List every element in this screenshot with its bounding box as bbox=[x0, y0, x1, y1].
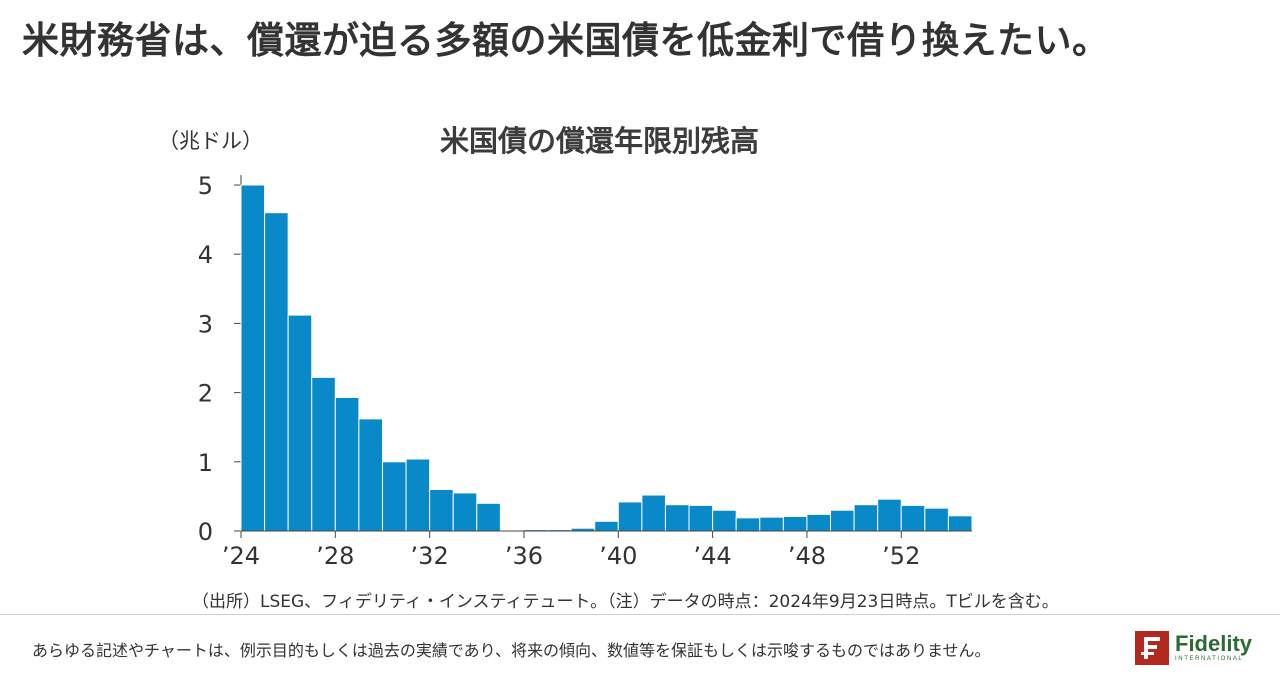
bar bbox=[334, 396, 360, 532]
y-tick-label: 0 bbox=[198, 518, 213, 546]
y-tick-label: 5 bbox=[198, 172, 213, 200]
y-axis-unit-label: （兆ドル） bbox=[158, 129, 263, 153]
x-tick-label: ’28 bbox=[316, 542, 354, 570]
headline: 米財務省は、償還が迫る多額の米国債を低金利で借り換えたい。 bbox=[22, 19, 1110, 62]
bar bbox=[782, 515, 808, 532]
bar bbox=[594, 520, 619, 532]
footer-divider bbox=[0, 614, 1280, 615]
bar bbox=[947, 515, 973, 532]
y-tick-label: 1 bbox=[198, 449, 213, 477]
bar bbox=[712, 509, 737, 532]
bar bbox=[641, 494, 666, 532]
x-tick-label: ’36 bbox=[505, 542, 543, 570]
bar bbox=[830, 509, 855, 532]
bar bbox=[806, 513, 832, 532]
y-tick-label: 3 bbox=[198, 310, 213, 338]
x-tick-label: ’32 bbox=[411, 542, 449, 570]
source-note: （出所）LSEG、フィデリティ・インスティテュート。（注）データの時点：2024… bbox=[192, 592, 1059, 612]
bar bbox=[877, 498, 902, 532]
bar bbox=[617, 501, 643, 532]
bar bbox=[664, 504, 690, 532]
bar bbox=[924, 507, 949, 532]
x-tick-label: ’48 bbox=[788, 542, 826, 570]
bar bbox=[853, 504, 879, 532]
x-tick-label: ’44 bbox=[694, 542, 732, 570]
fidelity-logo-mark-icon bbox=[1135, 631, 1169, 665]
bar bbox=[452, 492, 478, 532]
y-tick-label: 4 bbox=[198, 241, 213, 269]
x-axis: ’24 ’28 ’32 ’36 ’40 ’44 ’48 ’52 bbox=[222, 530, 972, 570]
logo-name: Fidelity bbox=[1175, 631, 1253, 656]
bar bbox=[900, 504, 926, 532]
x-tick-label: ’52 bbox=[882, 542, 920, 570]
bar bbox=[688, 504, 714, 532]
fidelity-logo: Fidelity INTERNATIONAL bbox=[1135, 631, 1252, 665]
bar bbox=[264, 212, 289, 532]
logo-sub: INTERNATIONAL bbox=[1175, 656, 1244, 662]
bar bbox=[358, 418, 383, 532]
disclaimer: あらゆる記述やチャートは、例示目的もしくは過去の実績であり、将来の傾向、数値等を… bbox=[32, 641, 991, 660]
chart-title: 米国債の償還年限別残高 bbox=[440, 124, 760, 158]
bar bbox=[476, 502, 501, 532]
x-tick-label: ’24 bbox=[222, 542, 260, 570]
bar bbox=[429, 488, 454, 532]
bars bbox=[240, 184, 973, 532]
y-axis: 0 1 2 3 4 5 bbox=[198, 172, 242, 546]
bar bbox=[311, 376, 336, 532]
bar bbox=[287, 314, 313, 532]
bar bbox=[759, 516, 784, 532]
bar bbox=[405, 458, 431, 532]
y-tick-label: 2 bbox=[198, 380, 213, 408]
bar bbox=[381, 461, 407, 532]
bar-chart: 0 1 2 3 4 5 ’24 ’28 ’32 ’36 ’40 ’44 ’48 ’52 bbox=[198, 172, 973, 570]
x-tick-label: ’40 bbox=[599, 542, 637, 570]
bar bbox=[735, 517, 761, 532]
bar bbox=[240, 184, 266, 532]
